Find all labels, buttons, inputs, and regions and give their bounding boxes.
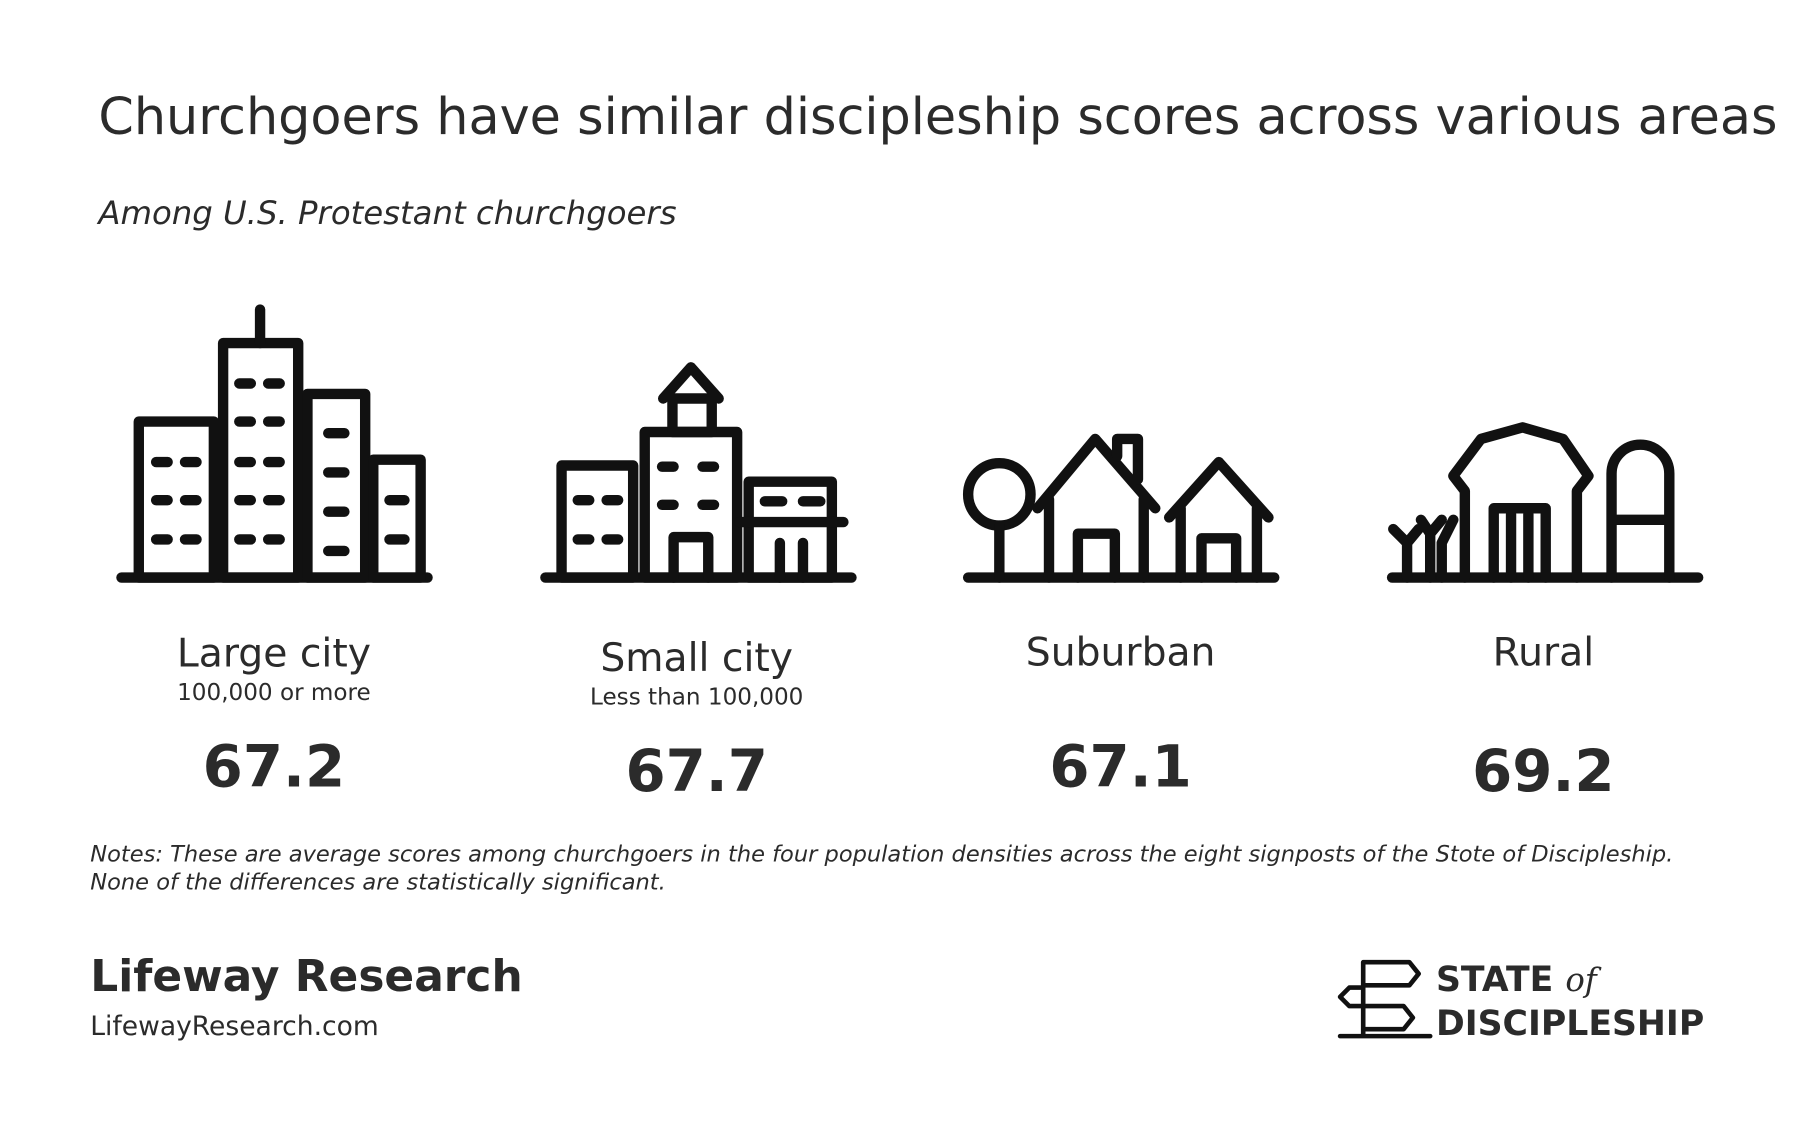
title: Churchgoers have similar discipleship sc… bbox=[98, 87, 1777, 146]
logo-line2: DISCIPLESHIP bbox=[1436, 1004, 1704, 1044]
area-label: Large city bbox=[177, 631, 371, 676]
icon-large-city bbox=[116, 304, 433, 583]
notes-box: Notes: These are average scores among ch… bbox=[90, 840, 1674, 896]
area-score: 67.2 bbox=[203, 733, 346, 801]
area-label: Small city bbox=[600, 636, 793, 681]
notes: Notes: These are average scores among ch… bbox=[90, 840, 1674, 896]
brand: Lifeway Research bbox=[90, 951, 522, 1002]
logo-line1: STATE bbox=[1436, 960, 1553, 1000]
area-score: 67.7 bbox=[625, 737, 768, 805]
icon-suburban bbox=[962, 433, 1280, 583]
area-label: Rural bbox=[1493, 630, 1595, 675]
area-label: Suburban bbox=[1026, 630, 1216, 675]
logo-of: of bbox=[1565, 961, 1601, 999]
logo-signpost bbox=[1337, 959, 1433, 1039]
subtitle: Among U.S. Protestant churchgoers bbox=[96, 194, 676, 232]
url: LifewayResearch.com bbox=[90, 1011, 378, 1042]
area-score: 69.2 bbox=[1472, 737, 1615, 805]
icon-small-city bbox=[540, 362, 857, 583]
area-score: 67.1 bbox=[1049, 733, 1192, 801]
area-sublabel: Less than 100,000 bbox=[590, 685, 803, 711]
area-sublabel: 100,000 or more bbox=[177, 680, 371, 706]
icon-rural bbox=[1386, 422, 1704, 583]
